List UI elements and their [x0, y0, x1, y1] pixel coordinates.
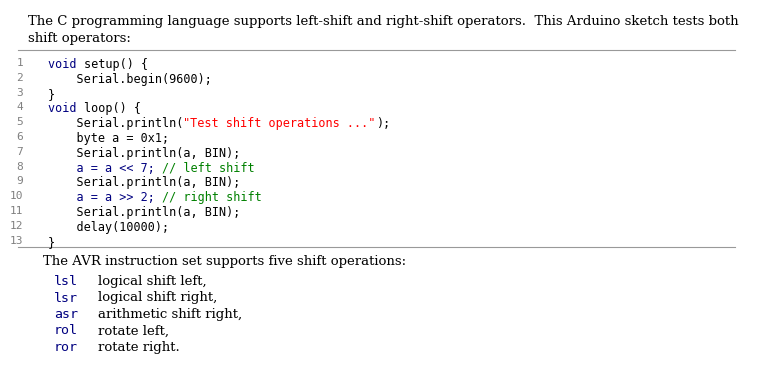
Text: rotate right.: rotate right. [98, 341, 180, 354]
Text: shift operators:: shift operators: [28, 32, 131, 45]
Text: }: } [48, 236, 55, 248]
Text: 12: 12 [9, 221, 23, 231]
Text: ror: ror [54, 341, 78, 354]
Text: void: void [48, 102, 84, 115]
Text: a = a >> 2;: a = a >> 2; [48, 191, 162, 204]
Text: arithmetic shift right,: arithmetic shift right, [98, 308, 242, 321]
Text: loop() {: loop() { [84, 102, 141, 115]
Text: 5: 5 [16, 117, 23, 127]
Text: // right shift: // right shift [162, 191, 262, 204]
Text: 9: 9 [16, 177, 23, 186]
Text: 2: 2 [16, 73, 23, 83]
Text: 1: 1 [16, 58, 23, 68]
Text: Serial.println(a, BIN);: Serial.println(a, BIN); [48, 206, 240, 219]
Text: The AVR instruction set supports five shift operations:: The AVR instruction set supports five sh… [43, 255, 406, 268]
Text: a = a << 7;: a = a << 7; [48, 161, 162, 175]
Text: delay(10000);: delay(10000); [48, 221, 169, 234]
Text: lsl: lsl [54, 275, 78, 288]
Text: // left shift: // left shift [162, 161, 255, 175]
Text: logical shift right,: logical shift right, [98, 291, 217, 305]
Text: 7: 7 [16, 147, 23, 157]
Text: 13: 13 [9, 236, 23, 246]
Text: );: ); [376, 117, 390, 130]
Text: 11: 11 [9, 206, 23, 216]
Text: }: } [48, 88, 55, 101]
Text: Serial.begin(9600);: Serial.begin(9600); [48, 73, 212, 86]
Text: logical shift left,: logical shift left, [98, 275, 207, 288]
Text: byte a = 0x1;: byte a = 0x1; [48, 132, 169, 145]
Text: 10: 10 [9, 191, 23, 201]
Text: Serial.println(: Serial.println( [48, 117, 183, 130]
Text: 6: 6 [16, 132, 23, 142]
Text: asr: asr [54, 308, 78, 321]
Text: void: void [48, 58, 84, 71]
Text: rol: rol [54, 324, 78, 338]
Text: 4: 4 [16, 102, 23, 112]
Text: 8: 8 [16, 161, 23, 172]
Text: lsr: lsr [54, 291, 78, 305]
Text: Serial.println(a, BIN);: Serial.println(a, BIN); [48, 147, 240, 160]
Text: setup() {: setup() { [84, 58, 148, 71]
Text: The C programming language supports left-shift and right-shift operators.  This : The C programming language supports left… [28, 15, 739, 28]
Text: rotate left,: rotate left, [98, 324, 169, 338]
Text: 3: 3 [16, 88, 23, 98]
Text: "Test shift operations ...": "Test shift operations ..." [183, 117, 376, 130]
Text: Serial.println(a, BIN);: Serial.println(a, BIN); [48, 177, 240, 189]
